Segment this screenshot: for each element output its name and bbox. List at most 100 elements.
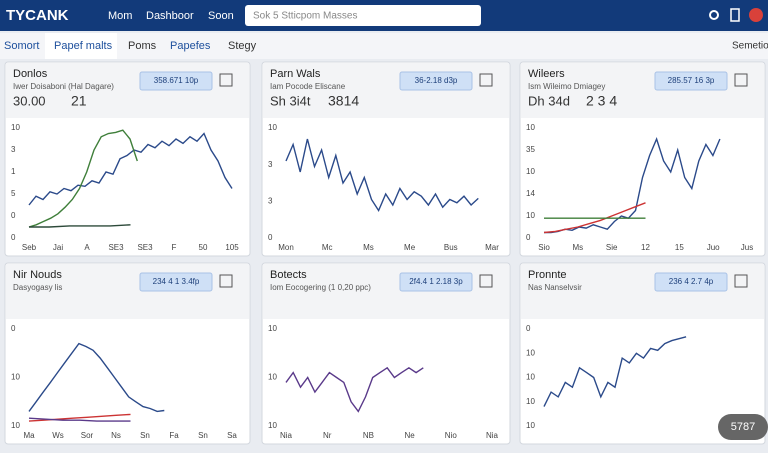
nav-item[interactable]: Dashboor [146,10,194,22]
x-tick-label: Jus [741,243,753,252]
panel-subtitle: Iam Pocode Eliscane [270,82,346,91]
panel-title: Donlos [13,68,48,80]
tab[interactable]: Stegy [228,40,257,52]
series-line [544,136,721,234]
x-tick-label: Bus [444,243,458,252]
corner-badge-bg[interactable] [718,414,768,440]
expand-icon[interactable] [219,274,233,288]
x-tick-label: Nia [486,431,499,440]
x-tick-label: Ma [23,431,35,440]
series-line [28,132,233,206]
x-tick-label: Seb [22,243,37,252]
x-tick-label: Juo [707,243,720,252]
series-line [29,224,131,228]
expand-icon[interactable] [734,73,748,87]
panel-title: Pronnte [528,269,567,281]
y-tick-label: 10 [268,421,277,430]
y-tick-label: 10 [268,324,277,333]
x-tick-label: Mc [322,243,333,252]
series-line [543,336,687,407]
badge-bg [654,272,728,292]
avatar[interactable] [749,8,763,22]
panel-stat: Dh 34d [528,93,570,108]
x-tick-label: Ne [404,431,415,440]
x-tick-label: 12 [641,243,650,252]
nav-item[interactable]: Soon [208,10,234,22]
x-tick-label: Sa [227,431,237,440]
x-tick-label: 50 [199,243,208,252]
corner-badge[interactable]: 5787 [731,421,755,433]
x-tick-label: Mar [485,243,499,252]
series-line [28,342,165,413]
panel-subtitle: Iom Eocogering (1 0,20 ppc) [270,283,371,292]
badge: 2f4.4 1 2.18 3p [409,277,463,286]
y-tick-label: 5 [11,189,16,198]
x-tick-label: A [84,243,90,252]
panel-title: Nir Nouds [13,269,62,281]
x-tick-label: Sie [606,243,618,252]
y-tick-label: 3 [268,160,273,169]
x-tick-label: 15 [675,243,684,252]
x-tick-label: Fa [169,431,179,440]
y-tick-label: 10 [526,397,535,406]
search-icon[interactable] [709,10,719,20]
tab[interactable]: Papefes [170,40,211,52]
settings-icon[interactable] [730,8,740,22]
y-tick-label: 0 [11,324,16,333]
x-tick-label: Nia [280,431,293,440]
badge: 285.57 16 3p [668,76,715,85]
panel-subtitle: Iwer Doisaboni (Hal Dagare) [13,82,114,91]
y-tick-label: 10 [11,373,20,382]
badge: 358.671 10p [154,76,199,85]
logo[interactable]: TYCANK [6,7,69,24]
tab[interactable]: Poms [128,40,157,52]
expand-icon[interactable] [479,73,493,87]
x-tick-label: Ms [363,243,374,252]
series-line [28,413,131,422]
y-tick-label: 10 [11,123,20,132]
y-tick-label: 0 [11,233,16,242]
x-tick-label: Me [404,243,416,252]
tab[interactable]: Papef malts [54,40,113,52]
y-tick-label: 10 [526,123,535,132]
y-tick-label: 10 [268,373,277,382]
panel-title: Botects [270,269,307,281]
y-tick-label: 10 [11,421,20,430]
x-tick-label: Nio [445,431,458,440]
x-tick-label: F [172,243,177,252]
x-tick-label: SE3 [137,243,153,252]
y-tick-label: 14 [526,189,535,198]
expand-icon[interactable] [479,274,493,288]
series-line [285,138,479,212]
x-tick-label: NB [363,431,374,440]
y-tick-label: 0 [526,324,531,333]
badge: 36-2.18 d3p [415,76,458,85]
y-tick-label: 3 [11,145,16,154]
expand-icon[interactable] [734,274,748,288]
y-tick-label: 0 [526,233,531,242]
x-tick-label: 105 [225,243,239,252]
expand-icon[interactable] [219,73,233,87]
badge-bg [654,71,728,91]
x-tick-label: Sor [81,431,94,440]
y-tick-label: 10 [526,421,535,430]
search-placeholder: Sok 5 Stticpom Masses [253,11,357,22]
x-tick-label: Sn [198,431,208,440]
tab[interactable]: Somort [4,40,39,52]
y-tick-label: 10 [526,167,535,176]
x-tick-label: Mon [278,243,294,252]
panel-subtitle: Dasyogasy lis [13,283,62,292]
x-tick-label: Ns [111,431,121,440]
y-tick-label: 1 [11,167,16,176]
badge: 234 4 1 3.4fp [153,277,200,286]
nav-item[interactable]: Mom [108,10,132,22]
x-tick-label: Sio [538,243,550,252]
x-tick-label: Nr [323,431,332,440]
tab-right[interactable]: Semetio [732,41,768,52]
panel-subtitle: Ism Wileimo Dmiagey [528,82,605,91]
y-tick-label: 10 [268,123,277,132]
search-box[interactable] [245,5,481,26]
series-line [285,366,424,413]
panel-title: Wileers [528,68,565,80]
